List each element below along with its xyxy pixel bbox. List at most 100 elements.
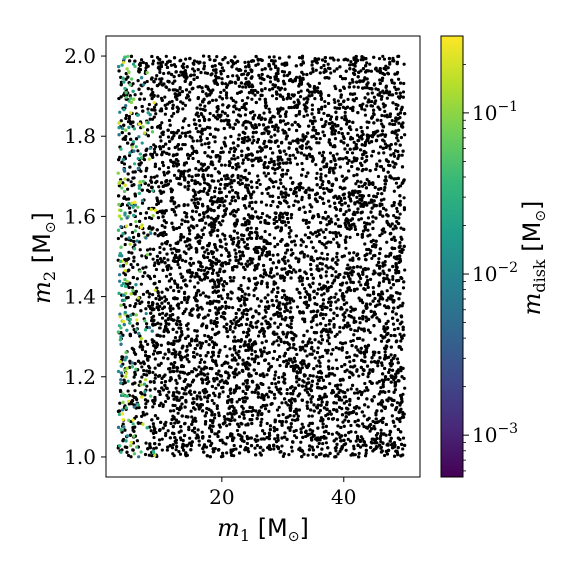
scatter-point (144, 322, 149, 326)
scatter-point (399, 226, 403, 230)
scatter-point (319, 452, 323, 456)
scatter-point (174, 241, 178, 246)
scatter-point (318, 364, 322, 368)
scatter-point (355, 128, 359, 132)
scatter-point (287, 127, 291, 131)
scatter-point (232, 318, 236, 322)
scatter-point (140, 375, 144, 379)
scatter-point (376, 364, 380, 368)
scatter-point (173, 421, 177, 425)
scatter-point (118, 401, 122, 405)
scatter-point (147, 183, 151, 187)
scatter-point (290, 449, 294, 453)
scatter-point (220, 363, 224, 367)
scatter-point (172, 397, 176, 401)
scatter-point (231, 74, 235, 78)
scatter-point (208, 111, 212, 116)
scatter-point (136, 149, 140, 153)
scatter-point (344, 122, 349, 126)
scatter-point (287, 205, 291, 209)
scatter-point (349, 288, 353, 292)
scatter-point (144, 265, 148, 269)
scatter-point (402, 206, 406, 210)
scatter-point (129, 262, 133, 267)
scatter-point (272, 447, 276, 451)
scatter-point (218, 244, 222, 248)
scatter-point (401, 436, 406, 440)
scatter-point (379, 434, 383, 438)
scatter-point (213, 413, 217, 417)
scatter-point (155, 153, 159, 157)
scatter-point (243, 60, 247, 64)
scatter-point (251, 131, 255, 135)
scatter-point (160, 437, 164, 441)
scatter-point (219, 146, 224, 150)
scatter-point (345, 308, 349, 312)
scatter-point (335, 241, 339, 245)
scatter-point (328, 204, 332, 208)
scatter-point (302, 205, 306, 209)
scatter-point (275, 272, 279, 276)
scatter-point (182, 422, 187, 426)
scatter-point (329, 240, 333, 244)
scatter-point (314, 163, 318, 167)
scatter-point (276, 144, 280, 148)
scatter-point (275, 408, 280, 412)
scatter-point (325, 241, 329, 245)
scatter-point (141, 60, 145, 65)
scatter-point (187, 226, 191, 230)
scatter-point (261, 275, 265, 279)
scatter-point (401, 301, 405, 305)
scatter-point (322, 165, 326, 169)
scatter-point (273, 171, 277, 175)
scatter-point (385, 240, 389, 244)
scatter-point (172, 247, 176, 251)
scatter-point (164, 85, 169, 90)
scatter-point (255, 434, 259, 438)
scatter-point (352, 447, 356, 451)
scatter-point (334, 358, 338, 362)
scatter-point (174, 448, 178, 452)
scatter-point (263, 315, 267, 319)
scatter-point (377, 392, 381, 396)
scatter-point (300, 161, 304, 166)
scatter-point (213, 186, 218, 190)
scatter-point (186, 327, 190, 331)
scatter-point (325, 223, 329, 227)
scatter-point (379, 97, 384, 101)
scatter-point (294, 412, 299, 416)
scatter-point (379, 118, 383, 123)
scatter-point (169, 158, 173, 163)
scatter-point (373, 296, 377, 301)
scatter-point (401, 410, 405, 415)
scatter-point (311, 374, 315, 378)
scatter-point (371, 286, 375, 290)
scatter-point (393, 424, 397, 428)
scatter-point (357, 374, 361, 378)
scatter-point (177, 450, 181, 454)
scatter-point (131, 235, 136, 239)
scatter-point (123, 242, 127, 247)
scatter-point (321, 130, 325, 134)
scatter-point (397, 121, 401, 125)
scatter-point (352, 333, 356, 337)
scatter-point (378, 78, 382, 82)
scatter-point (235, 428, 240, 433)
scatter-point (228, 327, 232, 331)
scatter-point (357, 218, 361, 222)
scatter-point (246, 259, 250, 263)
scatter-point (384, 208, 388, 212)
scatter-point (360, 107, 364, 111)
scatter-point (275, 357, 279, 362)
scatter-point (152, 435, 156, 440)
scatter-point (165, 448, 169, 452)
scatter-point (257, 178, 261, 182)
scatter-point (196, 114, 201, 118)
scatter-point (166, 288, 170, 292)
scatter-point (280, 401, 284, 405)
scatter-point (277, 405, 281, 409)
scatter-point (136, 79, 140, 83)
scatter-point (172, 409, 176, 413)
scatter-point (153, 162, 158, 166)
